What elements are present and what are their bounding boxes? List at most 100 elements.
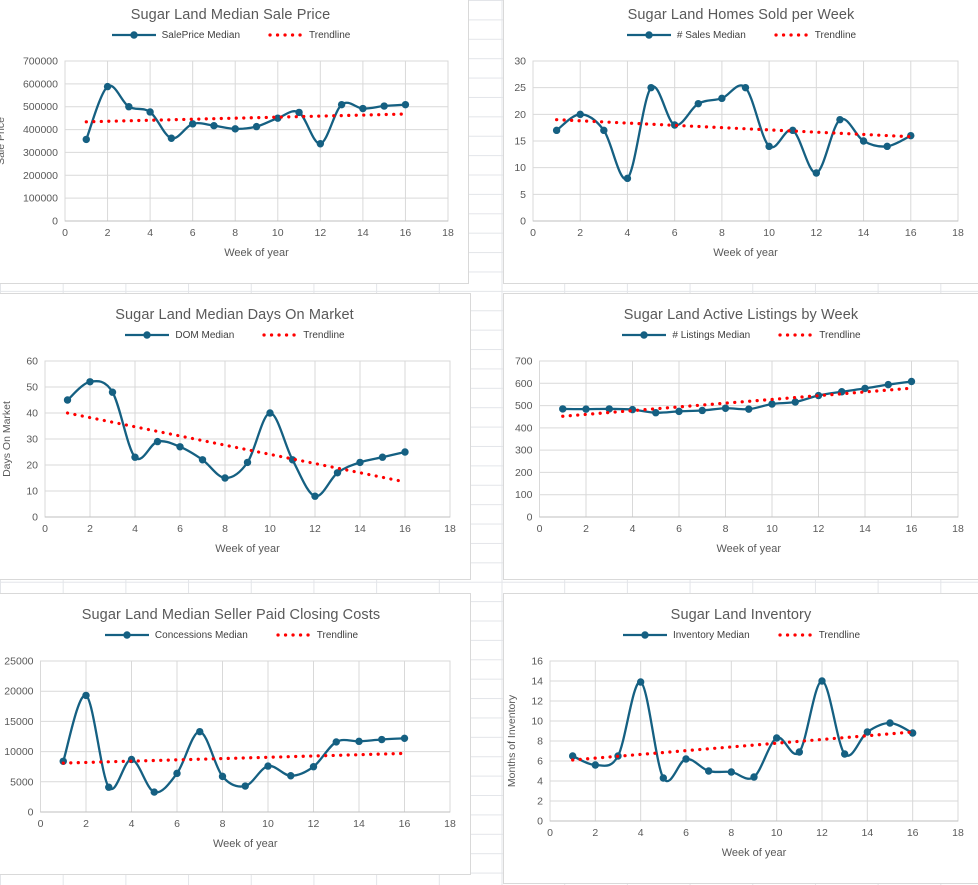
- plot-area: 0 10 20 30 40 50 60 0 2 4 6 8 10 12 14 16 18 Week of year…: [1, 356, 456, 556]
- svg-text:0: 0: [62, 227, 68, 239]
- series-legend-label: DOM Median: [175, 329, 235, 341]
- svg-text:500000: 500000: [23, 101, 58, 113]
- svg-text:16: 16: [907, 827, 919, 839]
- svg-text:0: 0: [520, 216, 526, 228]
- svg-text:0: 0: [537, 816, 543, 828]
- chart-legend: SalePrice Median Trendline: [0, 25, 468, 45]
- svg-text:0: 0: [52, 216, 58, 228]
- series-legend-label: Inventory Median: [672, 629, 750, 641]
- svg-text:12: 12: [309, 523, 321, 535]
- svg-text:10: 10: [264, 523, 276, 535]
- svg-text:200000: 200000: [23, 170, 58, 182]
- svg-text:16: 16: [531, 656, 543, 668]
- svg-text:18: 18: [952, 227, 964, 239]
- series-legend-label: SalePrice Median: [161, 29, 241, 41]
- svg-text:16: 16: [399, 818, 411, 830]
- svg-text:14: 14: [353, 818, 365, 830]
- svg-text:2: 2: [577, 227, 583, 239]
- trendline-legend-marker-icon: [776, 629, 814, 641]
- svg-text:700: 700: [515, 356, 533, 368]
- svg-text:600000: 600000: [23, 78, 58, 90]
- svg-text:500: 500: [515, 400, 533, 412]
- svg-text:0: 0: [42, 523, 48, 535]
- trendline-legend-label: Trendline: [309, 29, 351, 41]
- trendline-legend-marker-icon: [266, 29, 305, 41]
- svg-text:20000: 20000: [4, 686, 33, 698]
- svg-text:25: 25: [514, 82, 526, 94]
- svg-text:60: 60: [26, 356, 38, 368]
- svg-text:0: 0: [547, 827, 553, 839]
- trendline-legend-label: Trendline: [819, 329, 861, 341]
- svg-text:Days On Market: Days On Market: [1, 401, 13, 477]
- svg-text:Week of year: Week of year: [713, 247, 778, 259]
- svg-text:6: 6: [190, 227, 196, 239]
- svg-text:10: 10: [272, 227, 284, 239]
- chart-homes-sold-per-week[interactable]: Sugar Land Homes Sold per Week # Sales M…: [503, 0, 978, 284]
- svg-text:14: 14: [357, 227, 369, 239]
- chart-median-days-on-market[interactable]: Sugar Land Median Days On Market DOM Med…: [0, 293, 471, 580]
- svg-text:4: 4: [537, 776, 543, 788]
- svg-text:2: 2: [105, 227, 111, 239]
- svg-text:8: 8: [222, 523, 228, 535]
- plot-area: 0 100 200 300 400 500 600 700 0 2 4 6 8 10 12 14 16 18 Wee…: [515, 356, 964, 556]
- svg-text:0: 0: [32, 512, 38, 524]
- svg-text:16: 16: [906, 523, 918, 535]
- svg-text:15: 15: [514, 136, 526, 148]
- svg-text:100: 100: [515, 489, 533, 501]
- svg-text:0: 0: [38, 818, 44, 830]
- svg-text:10: 10: [514, 162, 526, 174]
- svg-text:6: 6: [683, 827, 689, 839]
- svg-text:14: 14: [531, 676, 543, 688]
- svg-text:Week of year: Week of year: [213, 838, 278, 850]
- svg-text:Months of Inventory: Months of Inventory: [506, 694, 518, 787]
- svg-text:8: 8: [723, 523, 729, 535]
- plot-area: 0 100000 200000 300000 400000 500000 600000 700…: [0, 56, 454, 260]
- series-legend-marker-icon: [104, 629, 150, 641]
- svg-text:300: 300: [515, 445, 533, 457]
- svg-text:4: 4: [147, 227, 153, 239]
- chart-median-sale-price[interactable]: Sugar Land Median Sale Price SalePrice M…: [0, 0, 469, 284]
- svg-text:8: 8: [220, 818, 226, 830]
- svg-text:30: 30: [514, 56, 526, 68]
- svg-text:10: 10: [771, 827, 783, 839]
- chart-title: Sugar Land Homes Sold per Week: [627, 7, 855, 23]
- svg-text:10: 10: [763, 227, 775, 239]
- series-legend-label: # Sales Median: [676, 29, 746, 41]
- chart-active-listings-by-week[interactable]: Sugar Land Active Listings by Week # Lis…: [503, 293, 978, 580]
- svg-text:6: 6: [177, 523, 183, 535]
- trendline-legend-label: Trendline: [818, 629, 861, 641]
- chart-title: Sugar Land Median Days On Market: [115, 307, 354, 323]
- series-legend-marker-icon: [111, 29, 157, 41]
- svg-text:Week of year: Week of year: [215, 543, 280, 555]
- svg-text:50: 50: [26, 382, 38, 394]
- svg-text:14: 14: [859, 523, 871, 535]
- svg-text:10: 10: [531, 716, 543, 728]
- svg-text:4: 4: [638, 827, 644, 839]
- svg-text:8: 8: [728, 827, 734, 839]
- chart-legend: # Sales Median Trendline: [504, 25, 978, 45]
- chart-legend: Inventory Median Trendline: [504, 625, 978, 645]
- trendline-legend-marker-icon: [772, 29, 810, 41]
- svg-text:15000: 15000: [4, 716, 33, 728]
- chart-legend: DOM Median Trendline: [0, 325, 470, 345]
- svg-text:20: 20: [514, 109, 526, 121]
- trendline-legend-label: Trendline: [814, 29, 857, 41]
- svg-text:2: 2: [83, 818, 89, 830]
- svg-text:6: 6: [672, 227, 678, 239]
- trendline-legend-marker-icon: [274, 629, 312, 641]
- series-legend-marker-icon: [124, 329, 170, 341]
- svg-text:8: 8: [232, 227, 238, 239]
- svg-text:4: 4: [625, 227, 631, 239]
- plot-area: 0 2 4 6 8 10 12 14 16 0 2 4 6 8 10 12 14 16 18 Week of year…: [506, 656, 964, 860]
- chart-inventory[interactable]: Sugar Land Inventory Inventory Median Tr…: [503, 593, 978, 884]
- svg-text:30: 30: [26, 434, 38, 446]
- svg-text:18: 18: [952, 523, 964, 535]
- svg-text:12: 12: [531, 696, 543, 708]
- svg-text:0: 0: [28, 807, 34, 819]
- svg-text:0: 0: [530, 227, 536, 239]
- chart-median-seller-paid-closing-costs[interactable]: Sugar Land Median Seller Paid Closing Co…: [0, 593, 471, 875]
- svg-text:5: 5: [520, 189, 526, 201]
- svg-text:Week of year: Week of year: [224, 247, 289, 259]
- plot-area: 0 5 10 15 20 25 30 0 2 4 6 8 10 12 14 16 18 Week of year: [514, 56, 964, 260]
